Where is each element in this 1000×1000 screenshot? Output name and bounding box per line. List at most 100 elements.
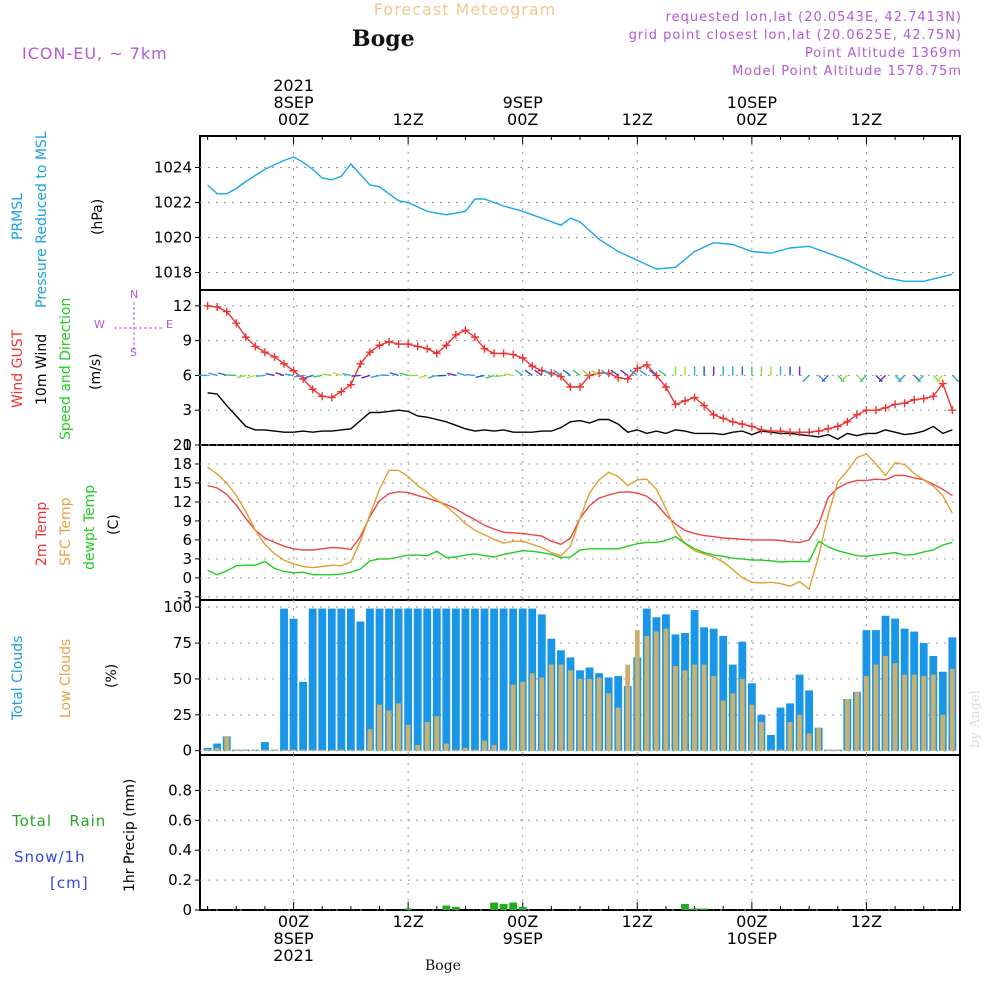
wind-gust-point [337,387,346,396]
total-cloud-bar [795,674,804,751]
snow-unit-label: [cm] [50,874,89,892]
rain-bar [499,904,508,910]
low-cloud-bar [663,628,669,751]
wind-gust-point [566,383,575,391]
wind-gust-point [719,414,728,423]
wind-direction-arrow [217,372,227,377]
wind-direction-arrow [534,369,543,376]
wind-direction-arrow [894,374,902,383]
clouds-ytick-label: 100 [163,598,192,616]
low-cloud-bar [730,693,736,751]
wind-direction-arrow [897,374,906,383]
total-cloud-bar [385,608,393,751]
temperature-ytick-label: 12 [173,493,192,511]
pressure-series-line [207,156,953,282]
low-cloud-bar [778,749,783,751]
wind-gust-point [862,406,871,415]
wind-gust-point [270,352,279,361]
wind-gust-point [852,410,861,419]
wind-direction-arrow [562,369,571,376]
wind-gust-point [432,349,441,358]
wind-direction-arrow [878,374,887,383]
low-cloud-bar [749,704,755,751]
wind-gust-point [700,401,709,410]
total-cloud-bar [461,608,470,751]
wind-direction-arrow [916,374,925,383]
wind-gust-point [633,364,642,373]
wind-gust-point [795,428,804,437]
point-altitude: Point Altitude 1369m [804,46,962,61]
bottom-time-axis-label: 00Z 8SEP 2021 [254,913,334,964]
wind-direction-arrow [456,372,466,377]
clouds-ytick-label: 75 [173,634,192,652]
footer-station: Boge [425,958,461,974]
wind-gust-point [222,307,231,316]
top-time-axis-label: 9SEP 00Z [483,77,563,128]
low-cloud-bar [720,700,726,751]
wind-direction-arrow [265,372,275,377]
wind-gust-point [232,319,241,328]
station-name: Boge [352,26,415,52]
clouds-ytick-label: 25 [173,706,192,724]
top-time-axis-line: 9SEP [502,93,543,112]
low-cloud-bar [262,749,268,751]
wind-gust-point [833,422,842,431]
wind-gust-point [451,330,460,339]
low-cloud-bar [758,721,764,751]
wind-direction-arrow [485,374,495,379]
compass-west: W [94,318,105,331]
total-cloud-bar [308,608,317,751]
pressure-ytick-label: 1024 [154,159,192,177]
rain-bar [404,908,413,910]
low-cloud-bar [491,744,497,751]
wind-direction-arrow [524,369,533,376]
wind-gust-point [442,341,451,350]
wind-direction-arrow [351,374,361,377]
wind-direction-arrow [837,374,845,383]
wind-direction-arrow [610,369,619,376]
wind-gust-point [900,399,909,408]
wind-direction-arrow [821,374,829,383]
temperature-ytick-label: 15 [173,474,192,492]
precip-ytick-label: 0 [182,901,192,919]
wind-direction-arrow [246,374,256,379]
top-time-axis-label: 12Z [368,77,448,128]
low-cloud-bar [692,664,697,751]
wind-direction-arrow [639,369,648,376]
temp-dewpt-line [207,535,953,576]
wind-gust-point [327,393,336,402]
wind-gust-point [891,400,900,409]
wind-gust-point [203,301,212,310]
low-cloud-bar [768,749,774,751]
low-cloud-bar [558,664,564,751]
rain-bar [690,908,699,910]
low-cloud-bar [634,630,640,751]
low-cloud-bar [548,664,554,751]
total-cloud-bar [480,608,489,751]
wind-direction-arrow [553,369,562,376]
bottom-time-axis-label: 00Z 9SEP [483,913,563,964]
low-cloud-bar [844,699,850,751]
compass-north: N [130,288,139,301]
low-cloud-bar [396,703,402,751]
low-cloud-bar [472,749,478,751]
wind-gust-point [805,428,814,437]
low-cloud-bar [606,693,612,751]
wind-gust-point [299,374,308,383]
wind-gust-point [690,393,699,402]
low-cloud-bar [224,736,230,751]
wind-gust-point [766,427,775,436]
wind-direction-arrow [446,372,457,377]
chart-title: Forecast Meteogram [373,0,557,19]
bottom-time-axis-line: 12Z [850,912,883,931]
compass-south: S [130,346,137,359]
wind-gust-point [480,344,489,353]
low-cloud-bar [625,664,631,751]
model-label: ICON-EU, ~ 7km [22,44,168,63]
low-cloud-bar [453,749,459,751]
wind-speed-line [207,392,953,440]
low-cloud-bar [739,678,745,751]
grid-point-coords: grid point closest lon,lat (20.0625E, 42… [628,28,962,43]
total-cloud-bar [356,621,365,751]
total-cloud-bar [404,608,413,751]
